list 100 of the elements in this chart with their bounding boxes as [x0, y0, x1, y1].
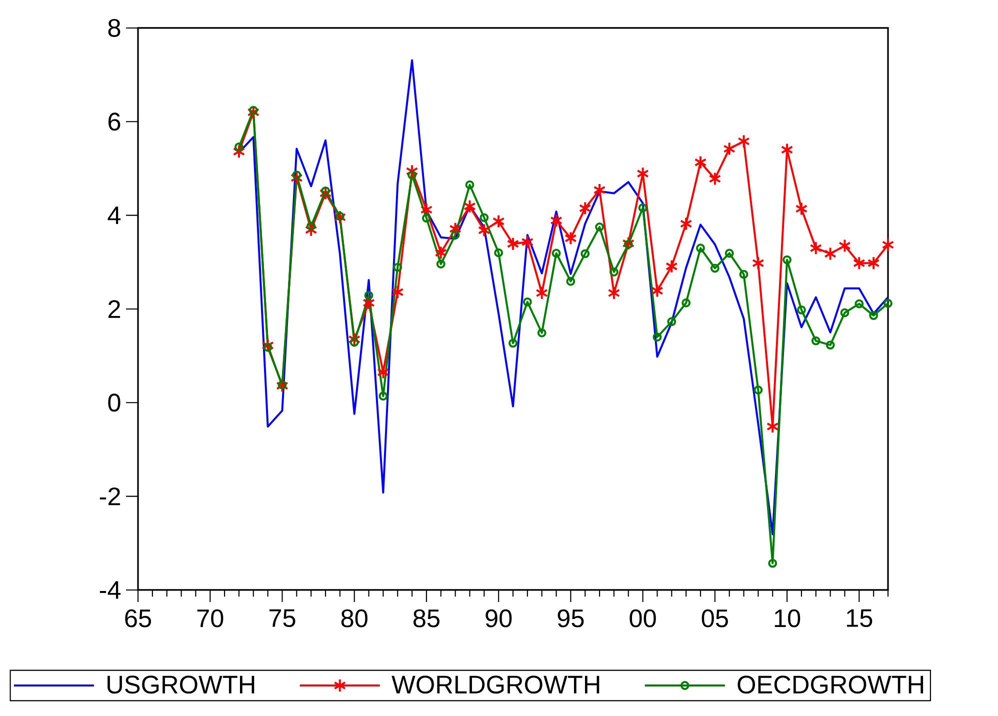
x-tick-label: 05 — [702, 609, 728, 628]
point — [694, 155, 707, 170]
point — [420, 202, 433, 217]
point — [810, 241, 822, 256]
point — [278, 380, 287, 390]
point — [782, 255, 792, 264]
point — [292, 170, 302, 180]
point — [378, 392, 388, 401]
point — [826, 340, 835, 350]
legend-label: WORLDGROWTH — [392, 676, 600, 694]
point — [478, 223, 490, 238]
point — [652, 332, 662, 342]
point — [362, 296, 375, 310]
point — [811, 336, 820, 346]
point — [408, 170, 417, 180]
point — [578, 201, 592, 216]
point — [595, 222, 604, 232]
point — [465, 180, 474, 190]
point — [882, 238, 894, 252]
x-tick-label: 65 — [125, 609, 152, 628]
point — [754, 386, 763, 394]
point — [869, 311, 878, 320]
y-tick-label: 0 — [108, 394, 120, 412]
point — [334, 210, 346, 224]
point — [480, 213, 489, 222]
y-tick-label: 4 — [108, 206, 121, 224]
x-tick-label: 00 — [630, 609, 656, 628]
point — [537, 328, 546, 338]
point — [406, 164, 418, 178]
point — [665, 259, 678, 274]
point — [464, 199, 476, 214]
point — [350, 338, 359, 347]
point — [263, 342, 272, 352]
point — [436, 260, 446, 268]
x-tick-label: 85 — [413, 609, 440, 628]
point — [492, 214, 505, 228]
point — [276, 378, 288, 393]
point — [306, 222, 316, 231]
legend-label: OECDGROWTH — [738, 676, 924, 694]
legend-label: USGROWTH — [108, 676, 254, 694]
y-tick-label: 8 — [108, 19, 120, 37]
point — [708, 172, 722, 186]
point — [364, 290, 374, 300]
point — [580, 249, 590, 258]
point — [680, 216, 692, 231]
point — [248, 106, 258, 115]
point — [521, 235, 534, 250]
point — [723, 142, 736, 156]
point — [552, 248, 561, 258]
point — [494, 248, 504, 258]
y-tick-label: 6 — [108, 112, 120, 131]
point — [522, 297, 532, 306]
point — [593, 183, 606, 198]
x-tick-label: 95 — [558, 609, 584, 628]
point — [393, 262, 402, 272]
y-tick-label: -2 — [100, 487, 120, 506]
point — [450, 230, 460, 240]
point — [840, 308, 850, 318]
y-tick-label: -4 — [100, 581, 121, 599]
point — [304, 222, 318, 237]
point — [766, 420, 779, 434]
point — [838, 238, 851, 253]
point — [824, 246, 837, 261]
point — [335, 212, 344, 221]
x-tick-label: 80 — [341, 609, 368, 628]
point — [290, 170, 303, 185]
point — [506, 236, 520, 251]
point — [508, 338, 518, 348]
point — [852, 256, 866, 270]
point — [739, 270, 748, 279]
point — [854, 299, 864, 308]
point — [710, 264, 720, 273]
point — [422, 214, 431, 223]
point — [797, 305, 806, 314]
point — [391, 285, 404, 300]
x-tick-label: 10 — [774, 609, 800, 628]
point — [608, 286, 620, 300]
point — [795, 202, 808, 216]
x-tick-label: 75 — [269, 609, 296, 628]
point — [434, 246, 448, 260]
point — [768, 558, 778, 568]
point — [682, 298, 691, 308]
point — [232, 144, 246, 159]
point — [377, 365, 390, 380]
point — [348, 332, 361, 346]
point — [651, 284, 664, 298]
x-tick-label: 15 — [846, 609, 872, 628]
point — [696, 244, 705, 253]
point — [610, 268, 618, 276]
point — [738, 134, 750, 148]
y-tick-label: 2 — [108, 300, 120, 318]
point — [752, 256, 764, 270]
point — [724, 248, 734, 258]
point — [564, 231, 577, 246]
point — [566, 276, 576, 286]
x-tick-label: 90 — [486, 609, 512, 628]
x-tick-label: 70 — [197, 609, 224, 628]
point — [536, 286, 548, 300]
point — [449, 222, 462, 236]
point — [622, 236, 635, 250]
